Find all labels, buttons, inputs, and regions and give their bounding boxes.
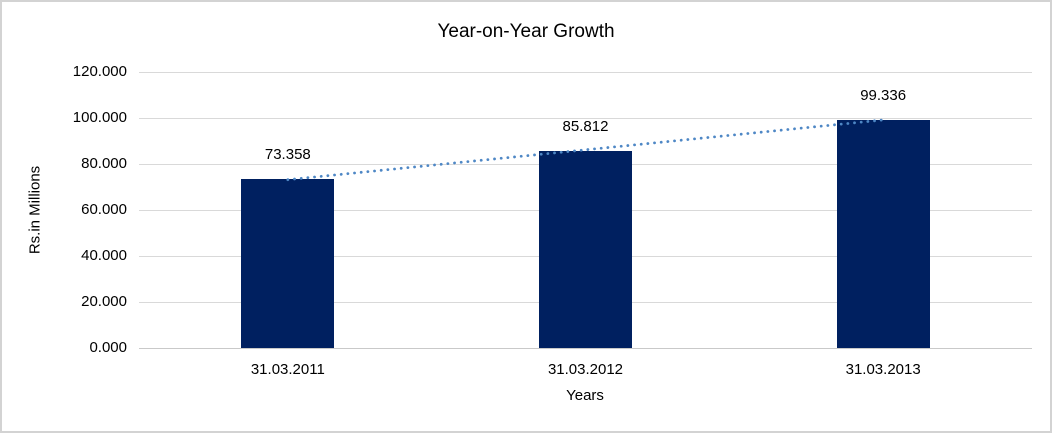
y-tick-label: 0.000 — [89, 339, 127, 356]
trendline-path — [286, 118, 885, 182]
gridline-100 — [139, 118, 1032, 119]
y-tick-label: 60.000 — [81, 201, 127, 218]
gridline-120 — [139, 72, 1032, 73]
y-tick-label: 40.000 — [81, 247, 127, 264]
y-tick-label: 120.000 — [72, 63, 127, 80]
y-tick-label: 80.000 — [81, 155, 127, 172]
value-label-31.03.2011: 73.358 — [264, 146, 311, 164]
bar-31.03.2012 — [539, 150, 632, 348]
x-tick-label-31.03.2012: 31.03.2012 — [547, 361, 624, 378]
chart-title: Year-on-Year Growth — [437, 21, 615, 42]
value-label-31.03.2012: 85.812 — [562, 117, 609, 135]
y-tick-label: 100.000 — [72, 109, 127, 126]
x-tick-label-31.03.2013: 31.03.2013 — [845, 361, 921, 378]
bar-31.03.2011 — [241, 179, 335, 348]
bar-31.03.2013 — [836, 119, 930, 348]
trendline — [286, 118, 885, 182]
y-tick-label: 20.000 — [81, 293, 127, 310]
value-label-31.03.2013: 99.336 — [860, 86, 907, 104]
x-axis-title: Years — [566, 387, 604, 404]
gridline-0 — [139, 348, 1032, 349]
plot-area — [139, 72, 1032, 349]
x-tick-label-31.03.2011: 31.03.2011 — [250, 361, 325, 378]
